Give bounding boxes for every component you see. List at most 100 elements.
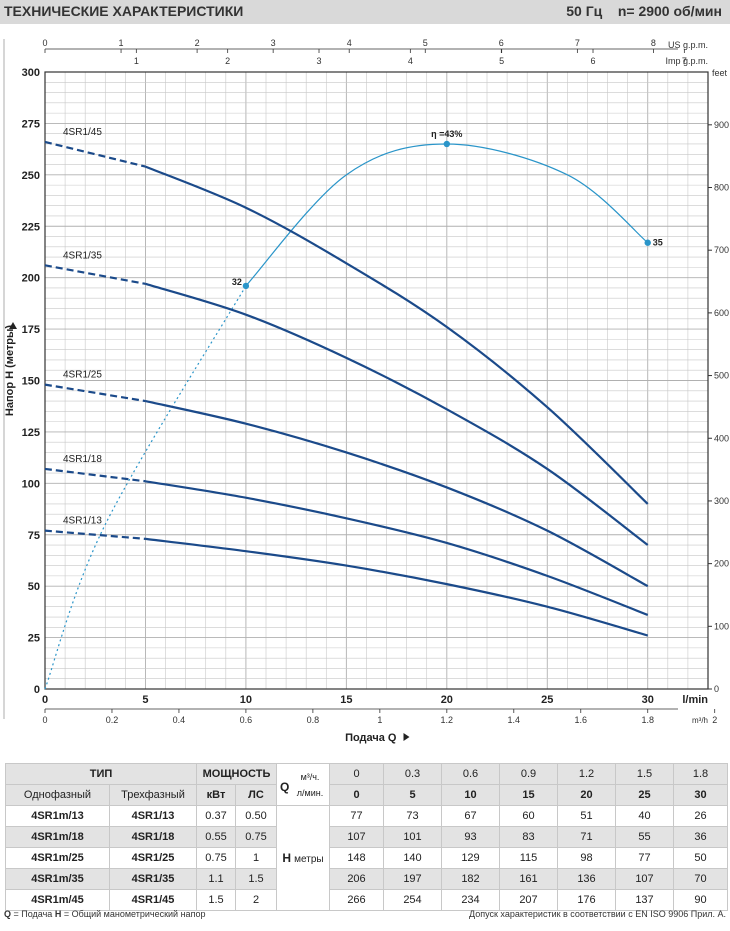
- h-value: 137: [615, 889, 674, 911]
- h-value: 148: [329, 847, 384, 869]
- h-value: 60: [499, 805, 558, 827]
- q-def: = Подача: [11, 909, 55, 919]
- y-tick-label: 100: [22, 478, 40, 490]
- h-def: = Общий манометрический напор: [61, 909, 206, 919]
- three-model: 4SR1/45: [109, 889, 197, 911]
- q-lmin-cell: 30: [673, 784, 728, 806]
- feet-axis-label: feet: [712, 68, 728, 78]
- feet-tick-label: 700: [714, 245, 729, 255]
- series-line-dashed: [44, 529, 146, 540]
- us-gpm-tick-label: 7: [575, 38, 580, 48]
- three-model: 4SR1/35: [109, 868, 197, 890]
- x-tick-label: 5: [142, 694, 148, 706]
- us-gpm-tick-label: 4: [347, 38, 352, 48]
- h-unit: метры: [294, 854, 324, 865]
- frequency-label: 50 Гц: [566, 3, 603, 19]
- h-value: 67: [441, 805, 500, 827]
- h-value: 26: [673, 805, 728, 827]
- x-tick-label: 10: [240, 694, 252, 706]
- single-phase-header: Однофазный: [5, 784, 110, 806]
- h-value: 93: [441, 826, 500, 848]
- h-value: 115: [499, 847, 558, 869]
- q-lmin-cell: 20: [557, 784, 616, 806]
- m3h-tick-label: 1.6: [574, 715, 587, 725]
- h-value: 73: [383, 805, 442, 827]
- m3h-tick-label: 0.4: [173, 715, 186, 725]
- q-m3h-cell: 0.3: [383, 763, 442, 785]
- us-gpm-tick-label: 1: [119, 38, 124, 48]
- three-phase-header: Трехфазный: [109, 784, 197, 806]
- q-lmin-cell: 15: [499, 784, 558, 806]
- q-lmin-cell: 10: [441, 784, 500, 806]
- hp-value: 1.5: [235, 868, 277, 890]
- kw-value: 0.75: [196, 847, 236, 869]
- x-tick-label: 15: [340, 694, 352, 706]
- q-m3h-cell: 0.9: [499, 763, 558, 785]
- kw-header: кВт: [196, 784, 236, 806]
- x-units-label: l/min: [682, 694, 708, 706]
- series-line: [145, 480, 649, 616]
- m3h-tick-label: 0.8: [307, 715, 320, 725]
- series-line: [145, 399, 649, 588]
- y-tick-label: 50: [28, 581, 40, 593]
- kw-value: 0.37: [196, 805, 236, 827]
- h-value: 140: [383, 847, 442, 869]
- m3h-tick-label: 1: [377, 715, 382, 725]
- three-model: 4SR1/13: [109, 805, 197, 827]
- series-line-dashed: [44, 383, 146, 403]
- power-header: МОЩНОСТЬ: [196, 763, 277, 785]
- table-row: 4SR1m/25 4SR1/25 0.75 1 148 140 129 115 …: [5, 847, 728, 869]
- us-gpm-tick-label: 6: [499, 38, 504, 48]
- kw-value: 0.55: [196, 826, 236, 848]
- hp-header: ЛС: [235, 784, 277, 806]
- q-m3h-cell: 0.6: [441, 763, 500, 785]
- m3h-tick-label: 0.6: [240, 715, 253, 725]
- feet-tick-label: 600: [714, 308, 729, 318]
- us-gpm-label: US g.p.m.: [668, 40, 708, 50]
- single-model: 4SR1m/45: [5, 889, 110, 911]
- q-lmin-cell: 25: [615, 784, 674, 806]
- feet-tick-label: 300: [714, 496, 729, 506]
- h-value: 207: [499, 889, 558, 911]
- imp-gpm-tick-label: 4: [408, 56, 413, 66]
- q-m3h-cell: 1.5: [615, 763, 674, 785]
- feet-tick-label: 0: [714, 684, 719, 694]
- efficiency-point-label: 35: [653, 238, 663, 248]
- m3h-tick-label: 0: [42, 715, 47, 725]
- feet-tick-label: 500: [714, 371, 729, 381]
- table-row: 4SR1m/13 4SR1/13 0.37 0.50 H метры 77 73…: [5, 805, 728, 911]
- h-value: 266: [329, 889, 384, 911]
- q-header: Q: [280, 779, 290, 794]
- y-tick-label: 200: [22, 273, 40, 285]
- m3h-tick-label: 1.4: [508, 715, 521, 725]
- x-tick-label: 0: [42, 694, 48, 706]
- hp-value: 1: [235, 847, 277, 869]
- imp-gpm-tick-label: 5: [499, 56, 504, 66]
- h-key: H: [54, 909, 62, 919]
- q-m3h-cell: 1.8: [673, 763, 728, 785]
- q-lmin-cell: 5: [383, 784, 442, 806]
- hp-value: 0.50: [235, 805, 277, 827]
- series-line: [145, 282, 649, 546]
- h-value: 55: [615, 826, 674, 848]
- table-row: 4SR1m/35 4SR1/35 1.1 1.5 206 197 182 161…: [5, 868, 728, 890]
- efficiency-point: [443, 140, 451, 148]
- h-value: 101: [383, 826, 442, 848]
- series-line-dashed: [44, 467, 146, 483]
- us-gpm-tick-label: 3: [271, 38, 276, 48]
- series-label: 4SR1/35: [63, 250, 102, 261]
- m3h-tick-label: 0.2: [106, 715, 119, 725]
- series-label: 4SR1/13: [63, 516, 102, 527]
- q-key: Q: [4, 909, 12, 919]
- y-tick-label: 300: [22, 67, 40, 79]
- m3h-tick-label: 2: [712, 715, 717, 725]
- h-value: 51: [557, 805, 616, 827]
- three-model: 4SR1/18: [109, 826, 197, 848]
- header-specs: 50 Гц n= 2900 об/мин: [566, 3, 722, 19]
- type-header: ТИП: [5, 763, 197, 785]
- h-value: 83: [499, 826, 558, 848]
- y-tick-label: 125: [22, 427, 40, 439]
- x-tick-label: 30: [642, 694, 654, 706]
- imp-gpm-tick-label: 2: [225, 56, 230, 66]
- x-axis-label: Подача Q: [345, 732, 397, 744]
